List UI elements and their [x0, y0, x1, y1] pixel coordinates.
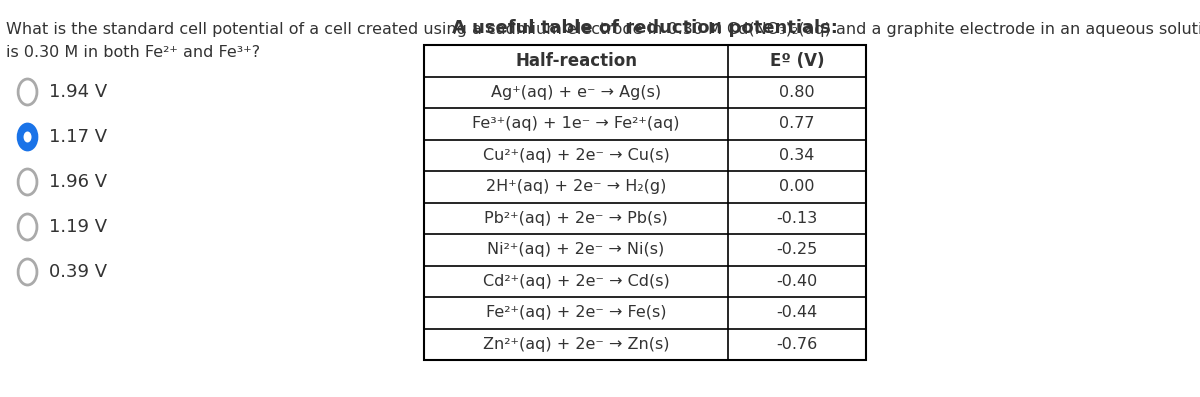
- FancyBboxPatch shape: [424, 45, 866, 360]
- Text: -0.25: -0.25: [776, 242, 817, 257]
- Text: 0.80: 0.80: [779, 85, 815, 100]
- Text: 1.96 V: 1.96 V: [49, 173, 107, 191]
- Text: -0.40: -0.40: [776, 274, 817, 289]
- Text: 0.39 V: 0.39 V: [49, 263, 107, 281]
- Text: Fe³⁺(aq) + 1e⁻ → Fe²⁺(aq): Fe³⁺(aq) + 1e⁻ → Fe²⁺(aq): [473, 116, 680, 131]
- Text: Eº (V): Eº (V): [770, 52, 824, 70]
- Text: Zn²⁺(aq) + 2e⁻ → Zn(s): Zn²⁺(aq) + 2e⁻ → Zn(s): [482, 337, 670, 352]
- Text: Ag⁺(aq) + e⁻ → Ag(s): Ag⁺(aq) + e⁻ → Ag(s): [491, 85, 661, 100]
- Text: Half-reaction: Half-reaction: [515, 52, 637, 70]
- Text: 2H⁺(aq) + 2e⁻ → H₂(g): 2H⁺(aq) + 2e⁻ → H₂(g): [486, 179, 666, 194]
- Text: 0.34: 0.34: [780, 148, 815, 163]
- Text: Fe²⁺(aq) + 2e⁻ → Fe(s): Fe²⁺(aq) + 2e⁻ → Fe(s): [486, 305, 666, 320]
- Text: What is the standard cell potential of a cell created using a cadmium electrode : What is the standard cell potential of a…: [6, 22, 1200, 37]
- Text: Ni²⁺(aq) + 2e⁻ → Ni(s): Ni²⁺(aq) + 2e⁻ → Ni(s): [487, 242, 665, 257]
- Text: 1.94 V: 1.94 V: [49, 83, 108, 101]
- Text: -0.13: -0.13: [776, 211, 817, 226]
- Text: A useful table of reduction potentials:: A useful table of reduction potentials:: [452, 19, 838, 37]
- Text: -0.44: -0.44: [776, 305, 817, 320]
- Text: Cu²⁺(aq) + 2e⁻ → Cu(s): Cu²⁺(aq) + 2e⁻ → Cu(s): [482, 148, 670, 163]
- Text: is 0.30 M in both Fe²⁺ and Fe³⁺?: is 0.30 M in both Fe²⁺ and Fe³⁺?: [6, 45, 260, 60]
- Text: -0.76: -0.76: [776, 337, 817, 352]
- Circle shape: [24, 131, 31, 143]
- Text: Cd²⁺(aq) + 2e⁻ → Cd(s): Cd²⁺(aq) + 2e⁻ → Cd(s): [482, 274, 670, 289]
- Text: Pb²⁺(aq) + 2e⁻ → Pb(s): Pb²⁺(aq) + 2e⁻ → Pb(s): [485, 211, 668, 226]
- Text: 0.00: 0.00: [779, 179, 815, 194]
- Text: 1.19 V: 1.19 V: [49, 218, 107, 236]
- Text: 1.17 V: 1.17 V: [49, 128, 107, 146]
- Circle shape: [18, 124, 37, 150]
- Text: 0.77: 0.77: [779, 116, 815, 131]
